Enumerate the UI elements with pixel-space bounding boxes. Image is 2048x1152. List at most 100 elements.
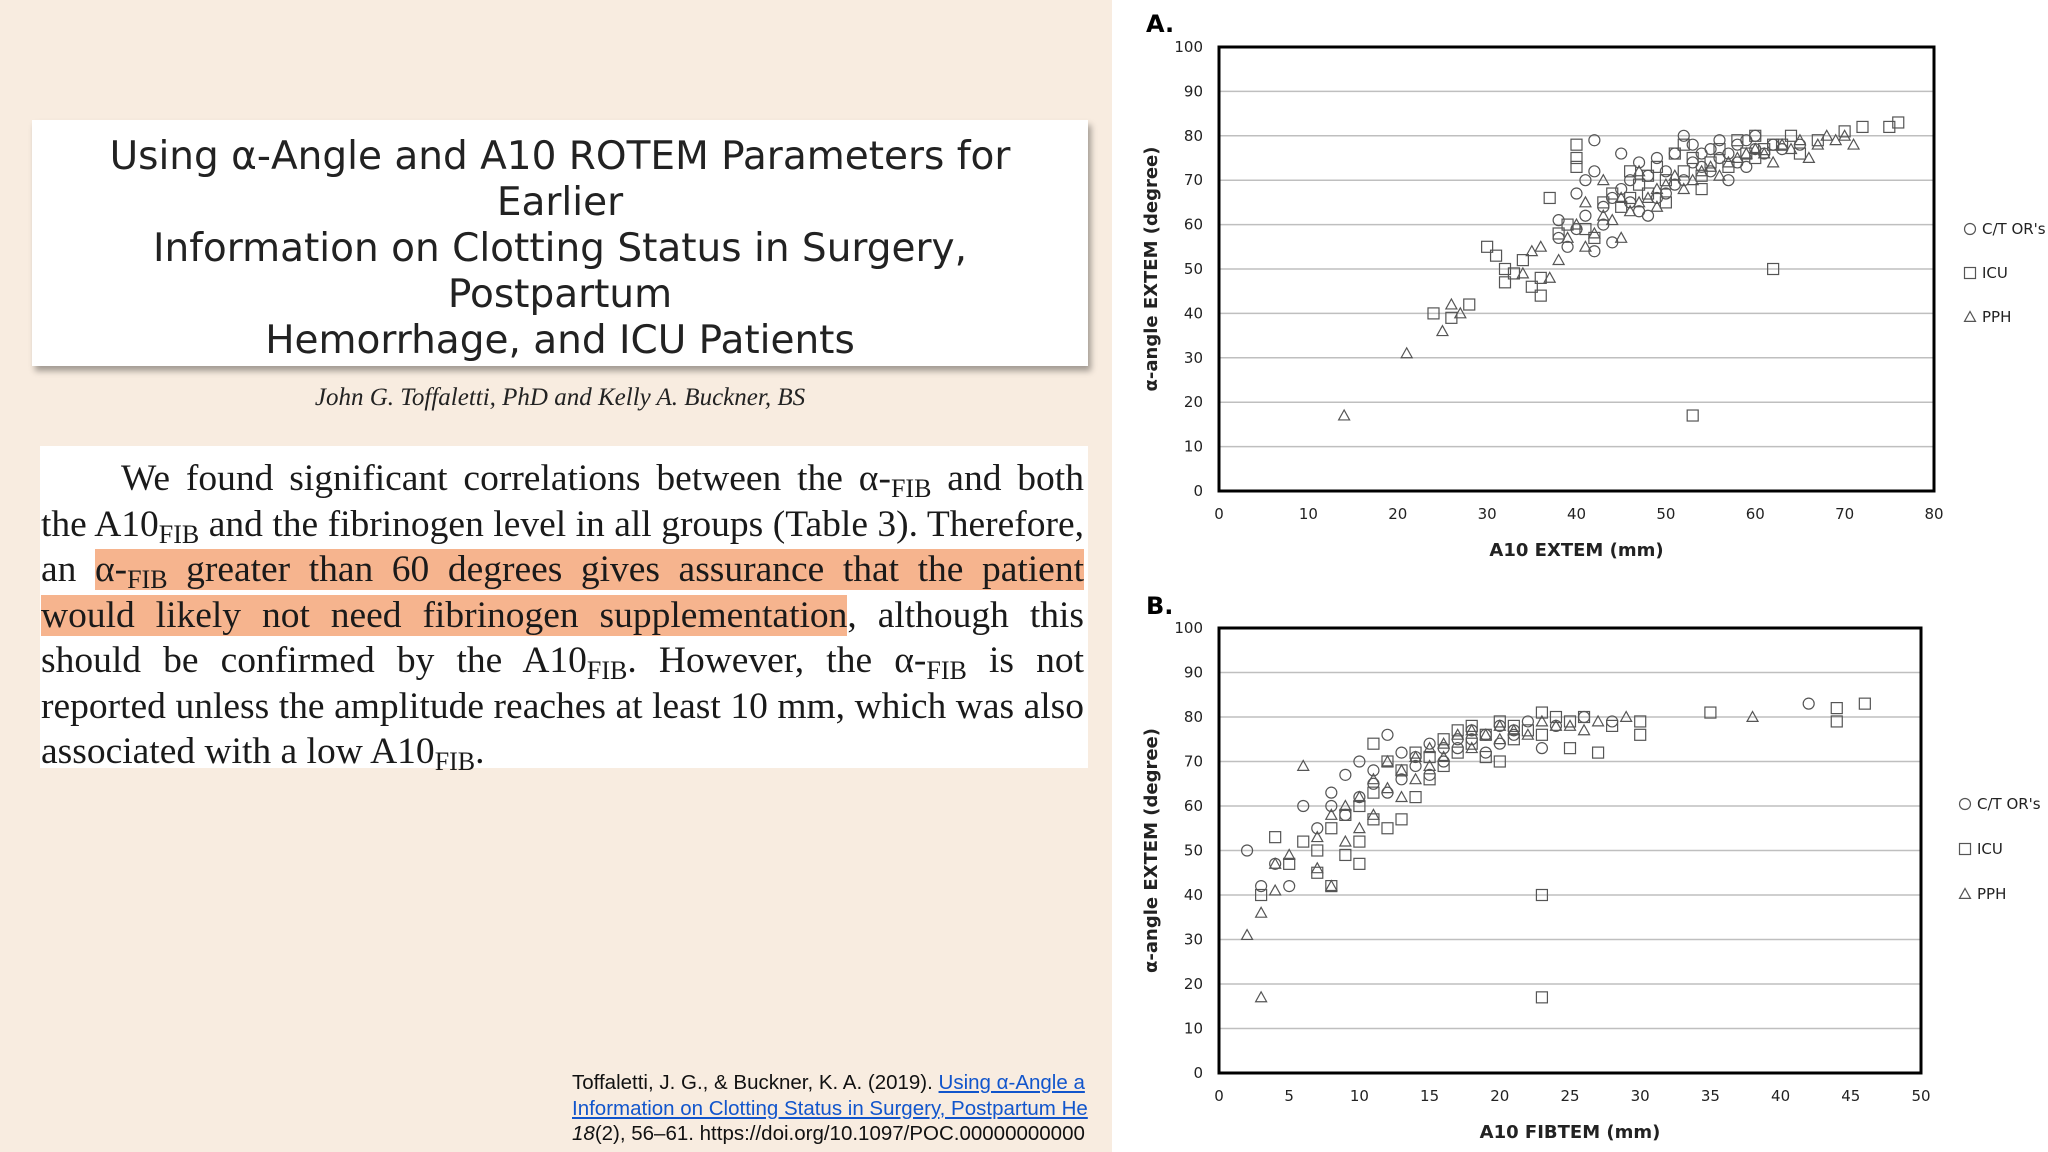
data-point	[1668, 147, 1681, 160]
data-point	[1712, 169, 1727, 181]
data-point	[1632, 164, 1646, 177]
data-point	[1597, 196, 1610, 209]
data-point	[1811, 137, 1825, 150]
data-point	[1352, 821, 1366, 834]
data-point	[1423, 750, 1436, 764]
data-point	[1254, 990, 1268, 1003]
data-point	[1240, 844, 1254, 857]
data-point	[1820, 129, 1834, 141]
panel-label: A.	[1146, 10, 1174, 38]
y-tick-label: 40	[1184, 304, 1203, 322]
citation-link[interactable]: Using α-Angle a	[938, 1071, 1085, 1094]
data-point	[1465, 723, 1479, 736]
data-point	[1829, 133, 1843, 146]
data-point	[1409, 791, 1422, 804]
data-point	[1563, 715, 1577, 728]
data-point	[1366, 772, 1380, 785]
paper-title-line: Information on Clotting Status in Surger…	[152, 226, 968, 317]
data-point	[1650, 151, 1664, 165]
x-tick-label: 40	[1567, 505, 1586, 523]
data-point	[1498, 262, 1512, 276]
legend-label: PPH	[1977, 885, 2006, 903]
scatter-chart-b: 0 10 20 30 40 50 60 70 80 90 100 0 5 10 15 20 25 30 35 40 45…	[1141, 592, 2041, 1143]
data-point	[1563, 719, 1577, 731]
x-tick-label: 20	[1490, 1087, 1509, 1105]
excerpt-subscript: FIB	[926, 656, 967, 685]
data-point	[1883, 120, 1896, 134]
y-tick-label: 70	[1184, 753, 1203, 771]
data-point	[1784, 142, 1798, 155]
data-point	[1596, 173, 1610, 186]
data-point	[1605, 213, 1619, 226]
legend-label: C/T OR's	[1982, 220, 2046, 238]
excerpt-text: .	[475, 731, 485, 772]
data-point	[1240, 928, 1254, 941]
data-point	[1632, 178, 1646, 191]
data-point	[1339, 808, 1352, 821]
data-point	[1606, 719, 1619, 732]
data-point	[1507, 733, 1520, 746]
data-point	[1451, 746, 1464, 759]
data-point	[1367, 764, 1380, 777]
data-point	[1268, 883, 1282, 896]
y-tick-label: 90	[1184, 664, 1203, 682]
data-point	[1570, 160, 1583, 173]
data-point	[1297, 799, 1310, 813]
data-point	[1570, 138, 1583, 151]
data-point	[1493, 719, 1507, 731]
data-point	[1409, 759, 1422, 773]
data-point	[1713, 143, 1726, 156]
data-point	[1535, 888, 1549, 902]
x-tick-label: 5	[1284, 1087, 1294, 1105]
excerpt-text: , although this should be confirmed by t…	[41, 594, 1084, 682]
data-point	[1802, 697, 1815, 710]
y-tick-label: 100	[1174, 38, 1203, 56]
y-tick-label: 50	[1184, 842, 1203, 860]
y-tick-label: 80	[1184, 708, 1203, 726]
excerpt-subscript: FIB	[890, 474, 932, 503]
x-tick-label: 80	[1924, 505, 1943, 523]
data-point	[1641, 209, 1655, 222]
data-point	[1563, 742, 1577, 755]
citation-link[interactable]: Information on Clotting Status in Surger…	[572, 1096, 1088, 1120]
y-tick-label: 30	[1184, 931, 1203, 949]
x-axis-label: A10 FIBTEM (mm)	[1480, 1122, 1661, 1143]
data-point	[1749, 129, 1762, 142]
y-tick-label: 60	[1184, 797, 1203, 815]
data-point	[1444, 297, 1458, 310]
data-point	[1802, 151, 1816, 163]
data-point	[1659, 165, 1672, 178]
data-point	[1254, 906, 1268, 918]
data-point	[1451, 724, 1464, 737]
data-point	[1525, 244, 1539, 257]
data-point	[1695, 147, 1708, 160]
data-point	[1659, 196, 1672, 209]
data-point	[1793, 133, 1807, 146]
data-point	[1677, 129, 1690, 142]
data-point	[1549, 719, 1563, 731]
data-point	[1525, 280, 1538, 293]
data-point	[1427, 307, 1440, 320]
x-tick-label: 50	[1656, 505, 1675, 523]
legend-marker	[1963, 310, 1977, 322]
excerpt-text: is not reported unless the amplitude rea…	[41, 640, 1084, 772]
x-tick-label: 10	[1299, 505, 1318, 523]
data-point	[1830, 715, 1843, 728]
data-point	[1353, 755, 1366, 768]
data-point	[1606, 187, 1619, 200]
x-tick-label: 30	[1631, 1087, 1650, 1105]
data-point	[1282, 848, 1296, 860]
data-point	[1591, 746, 1605, 759]
data-point	[1578, 195, 1592, 208]
data-point	[1437, 759, 1450, 773]
plot-border	[1217, 626, 1923, 1075]
data-point	[1847, 137, 1861, 150]
data-point	[1632, 156, 1646, 169]
data-point	[1634, 728, 1647, 741]
y-tick-label: 40	[1184, 886, 1203, 904]
excerpt-text: greater than 60 degrees gives assurance …	[41, 549, 1084, 636]
citation-line-3: 18(2), 56–61. https://doi.org/10.1097/PO…	[572, 1121, 1112, 1147]
data-point	[1395, 763, 1409, 776]
y-axis-label: α-angle EXTEM (degree)	[1141, 147, 1162, 392]
data-point	[1380, 781, 1394, 794]
